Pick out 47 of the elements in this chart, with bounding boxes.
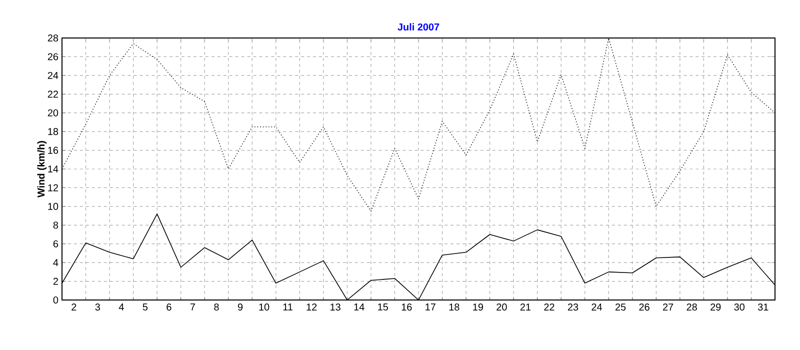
x-tick-label: 6 [166, 304, 172, 311]
x-tick-label: 19 [473, 304, 483, 311]
x-tick-label: 23 [568, 304, 578, 311]
x-tick-label: 3 [95, 304, 100, 311]
x-tick-label: 22 [544, 304, 554, 310]
y-tick-label: 10 [48, 202, 58, 210]
x-tick-label: 28 [686, 304, 697, 311]
x-tick-label: 7 [190, 304, 195, 310]
x-tick-label: 11 [283, 304, 292, 310]
x-tick-label: 27 [663, 304, 674, 310]
x-tick-label: 15 [378, 304, 388, 310]
x-tick-label: 30 [734, 304, 745, 311]
x-tick-label: 10 [259, 304, 270, 311]
x-tick-label: 18 [449, 304, 460, 311]
y-tick-label: 14 [48, 166, 58, 172]
x-tick-label: 12 [306, 304, 317, 310]
y-tick-label: 26 [48, 53, 58, 60]
y-tick-label: 18 [48, 128, 58, 136]
y-tick-label: 4 [53, 259, 58, 266]
x-tick-label: 25 [615, 304, 626, 311]
x-tick-label: 4 [118, 304, 124, 310]
x-tick-label: 29 [710, 304, 721, 311]
y-axis-title: Wind (km/h) [37, 141, 47, 198]
x-tick-label: 2 [72, 304, 76, 310]
x-tick-label: 24 [592, 304, 602, 310]
x-tick-label: 20 [496, 304, 507, 311]
x-tick-label: 26 [639, 304, 650, 311]
y-tick-label: 6 [53, 240, 58, 248]
x-tick-label: 9 [238, 304, 243, 311]
y-tick-label: 8 [53, 222, 58, 229]
x-tick-label: 5 [142, 304, 148, 310]
y-tick-label: 2 [53, 278, 58, 285]
y-tick-label: 24 [48, 72, 58, 79]
x-tick-label: 16 [402, 304, 412, 311]
x-tick-label: 8 [214, 304, 219, 311]
y-tick-label: 22 [48, 90, 58, 98]
y-tick-label: 12 [48, 184, 58, 192]
y-tick-label: 16 [48, 146, 58, 154]
x-tick-label: 31 [758, 304, 768, 311]
y-tick-label: 0 [53, 296, 58, 304]
x-tick-label: 17 [426, 304, 436, 310]
y-tick-label: 20 [48, 109, 58, 116]
x-tick-label: 13 [330, 304, 340, 311]
x-tick-label: 21 [520, 304, 531, 310]
x-tick-label: 14 [354, 304, 364, 310]
chart-title: Juli 2007 [398, 23, 440, 30]
y-tick-label: 28 [48, 34, 58, 42]
